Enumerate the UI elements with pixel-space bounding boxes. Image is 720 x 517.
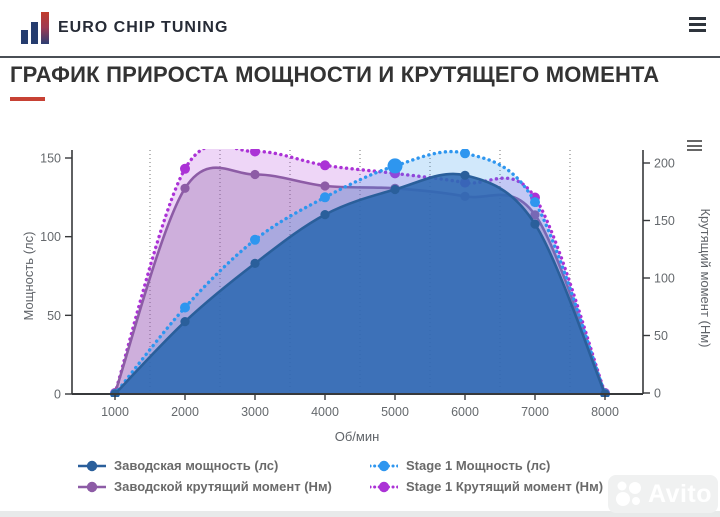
legend-item-stage1_power[interactable]: Stage 1 Мощность (лс) [370, 458, 718, 473]
svg-text:6000: 6000 [451, 405, 479, 419]
legend-marker-icon [370, 481, 398, 492]
legend-label: Stage 1 Мощность (лс) [406, 458, 551, 473]
hamburger-menu-icon[interactable] [689, 17, 706, 35]
legend-label: Stage 1 Крутящий момент (Нм) [406, 479, 604, 494]
svg-text:1000: 1000 [101, 405, 129, 419]
svg-text:5000: 5000 [381, 405, 409, 419]
svg-text:150: 150 [654, 214, 675, 228]
svg-text:50: 50 [47, 309, 61, 323]
watermark-text: Avito [647, 479, 713, 508]
legend-item-stock_power[interactable]: Заводская мощность (лс) [78, 458, 370, 473]
svg-text:4000: 4000 [311, 405, 339, 419]
legend-marker-icon [78, 481, 106, 492]
site-header: EURO CHIP TUNING [0, 0, 720, 58]
series-stock_power [110, 170, 610, 397]
chart-legend: Заводская мощность (лс) Stage 1 Мощность … [78, 458, 718, 494]
avito-logo-icon [615, 481, 641, 506]
legend-label: Заводская мощность (лс) [114, 458, 279, 473]
bottom-strip [0, 511, 720, 517]
legend-label: Заводской крутящий момент (Нм) [114, 479, 332, 494]
svg-text:100: 100 [40, 230, 61, 244]
svg-text:8000: 8000 [591, 405, 619, 419]
legend-marker-icon [370, 460, 398, 471]
legend-item-stock_torque[interactable]: Заводской крутящий момент (Нм) [78, 479, 370, 494]
axes: 1000 2000 3000 4000 5000 6000 7000 800005010015… [40, 150, 675, 419]
power-torque-chart: 1000 2000 3000 4000 5000 6000 7000 800005010015… [21, 149, 713, 444]
svg-text:100: 100 [654, 272, 675, 286]
svg-text:200: 200 [654, 157, 675, 171]
svg-text:3000: 3000 [241, 405, 269, 419]
svg-text:150: 150 [40, 152, 61, 166]
svg-text:0: 0 [654, 387, 661, 401]
brand-logo [21, 12, 49, 44]
svg-text:2000: 2000 [171, 405, 199, 419]
svg-text:0: 0 [54, 388, 61, 402]
legend-marker-icon [78, 460, 106, 471]
avito-watermark: Avito [608, 475, 718, 513]
x-axis-title: Об/мин [335, 429, 380, 444]
right-axis-title: Крутящий момент (Нм) [698, 208, 713, 347]
left-axis-title: Мощность (лс) [21, 232, 36, 321]
svg-text:7000: 7000 [521, 405, 549, 419]
title-accent-bar [10, 97, 45, 101]
chart-context-menu-icon[interactable] [687, 140, 702, 154]
page-title: ГРАФИК ПРИРОСТА МОЩНОСТИ И КРУТЯЩЕГО МОМ… [10, 62, 660, 87]
legend-item-stage1_torque[interactable]: Stage 1 Крутящий момент (Нм) [370, 479, 718, 494]
svg-text:50: 50 [654, 329, 668, 343]
brand-name: EURO CHIP TUNING [58, 19, 229, 36]
